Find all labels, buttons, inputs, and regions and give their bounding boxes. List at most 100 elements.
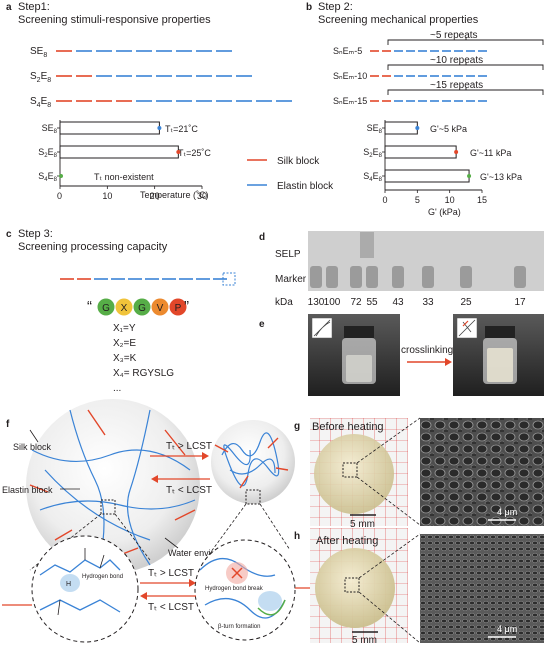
hbond-label: Hydrogen bond	[82, 574, 123, 580]
seq-row-se8: SE8	[30, 46, 47, 59]
panel-h-letter: h	[294, 531, 300, 542]
motif-residue-circle	[97, 298, 115, 316]
motif-residue-circle	[133, 298, 151, 316]
x-tick-label: 10	[445, 195, 455, 205]
repeat-bracket	[387, 39, 544, 45]
marker-band	[422, 266, 434, 288]
hydrogel-before	[314, 434, 394, 514]
photo-before-heating: 5 mm Before heating	[310, 418, 408, 530]
label-elastin-block: Elastin block	[2, 485, 53, 495]
bar	[384, 169, 470, 183]
beta-turn-loop	[257, 599, 286, 616]
panel-c-sequence	[60, 272, 236, 286]
sem-image-before	[420, 418, 544, 526]
panel-e-letter: e	[259, 319, 265, 330]
label-tt-above-top: Tₜ > LCST	[166, 441, 212, 452]
sub-1: X₁=Y	[113, 323, 136, 334]
repeat-label-5: ~5 repeats	[430, 30, 478, 41]
chart-b-ytick-s2e8: S2E8	[363, 147, 382, 159]
chart-a-annot-1: Tₜ=21˚C	[165, 124, 198, 134]
chart-a-annot-2: Tₜ=25˚C	[178, 148, 211, 158]
marker-band	[310, 266, 322, 288]
chart-a-ytick-se8: SE8	[42, 123, 58, 135]
legend: Silk block Elastin block	[247, 156, 334, 192]
marker-band	[326, 266, 338, 288]
bar-end-marker	[59, 174, 63, 178]
legend-silk-label: Silk block	[277, 156, 320, 167]
molecular-zoom-hbond	[31, 535, 139, 643]
motif-residue-letter: G	[138, 303, 146, 314]
scale-label-g-sem: 4 μm	[497, 507, 517, 517]
marker-band	[514, 266, 526, 288]
vial-after-photo	[453, 314, 544, 396]
motif-quote-close: ”	[184, 298, 189, 315]
chart-b-ytick-s4e8: S4E8	[363, 171, 382, 183]
bar-end-marker	[467, 174, 472, 178]
panel-a-chart: SE8 S2E8 S4E8 Tₜ=21˚C Tₜ=25˚C Tₜ non-exi…	[38, 120, 211, 201]
marker-band	[460, 266, 472, 288]
molecular-structure-right: Hydrogen bond break β-turn formation	[199, 558, 286, 630]
legend-elastin-label: Elastin block	[277, 181, 334, 192]
kda-unit: kDa	[275, 297, 293, 308]
label-water: Water environment	[168, 548, 244, 558]
repeat-label-10: ~10 repeats	[430, 55, 483, 66]
row-label-15: SₙEₘ-15	[333, 96, 367, 106]
title-after-heating: After heating	[316, 535, 378, 547]
motif-residue-circle	[169, 298, 187, 316]
zoom-box-right	[245, 489, 261, 505]
scale-label-h: 5 mm	[352, 635, 377, 645]
chart-a-annot-3: Tₜ non-existent	[94, 172, 154, 182]
motif-residue-letter: G	[102, 303, 110, 314]
bar	[384, 121, 418, 135]
kda-marker-label: 55	[366, 297, 378, 308]
photo-after-heating: 5 mm After heating	[310, 528, 408, 645]
chart-b-xlabel: G' (kPa)	[428, 207, 461, 217]
vial-after-gel	[487, 348, 513, 382]
label-tt-below-top: Tₜ < LCST	[166, 485, 212, 496]
x-tick-label: 5	[415, 195, 420, 205]
hbond-highlight	[60, 574, 80, 592]
sem-image-after	[420, 534, 544, 643]
kda-marker-label: 130	[308, 297, 325, 308]
sub-3: X₃=K	[113, 353, 137, 364]
sem-before-heating: 4 μm	[420, 418, 544, 526]
network-chains-collapsed	[214, 432, 289, 489]
seq-label-s4e8: S4E8	[30, 96, 51, 109]
panel-f-letter: f	[6, 419, 10, 430]
panel-d-letter: d	[259, 232, 265, 243]
panel-c-step: Step 3:	[18, 228, 53, 240]
seq-row-s4e8: S4E8	[30, 96, 51, 109]
panel-a-title: Screening stimuli-responsive properties	[18, 14, 211, 26]
title-before-heating: Before heating	[312, 421, 384, 433]
panel-a-sequences: SE8 S2E8 S4E8	[30, 46, 51, 109]
seq-label-se8: SE8	[30, 46, 47, 59]
panel-b-step: Step 2:	[318, 1, 353, 13]
x-tick-label: 20	[150, 191, 160, 201]
row-label-5: SₙEₘ-5	[333, 46, 362, 56]
kda-marker-label: 25	[460, 297, 472, 308]
panel-b-sequences: ~5 repeats ~10 repeats ~15 repeats SₙEₘ-…	[333, 30, 544, 106]
label-silk-block: Silk block	[13, 442, 52, 452]
marker-band	[392, 266, 404, 288]
gel-image	[308, 231, 544, 291]
x-tick-label: 15	[477, 195, 487, 205]
kda-marker-label: 43	[392, 297, 404, 308]
motif-quote-open: “	[87, 298, 92, 315]
chart-b-annot-3: G'~13 kPa	[480, 172, 522, 182]
x-tick-label: 0	[382, 195, 387, 205]
network-sphere-below-lcst	[26, 399, 200, 573]
kda-markers: 130 100 72 55 43 33 25 17	[308, 297, 526, 308]
bar-end-marker	[176, 150, 181, 154]
sem-after-heating: 4 μm	[420, 534, 544, 643]
kda-marker-label: 33	[422, 297, 434, 308]
sub-5: ...	[113, 383, 121, 394]
repeat-bracket	[387, 64, 544, 70]
panel-c-title: Screening processing capacity	[18, 241, 168, 253]
panel-a-step: Step1:	[18, 1, 50, 13]
panel-g-letter: g	[294, 421, 300, 432]
hbond-break-label: Hydrogen bond break	[205, 586, 264, 592]
gel-marker-bands	[310, 266, 526, 288]
svg-text:H: H	[66, 581, 71, 588]
